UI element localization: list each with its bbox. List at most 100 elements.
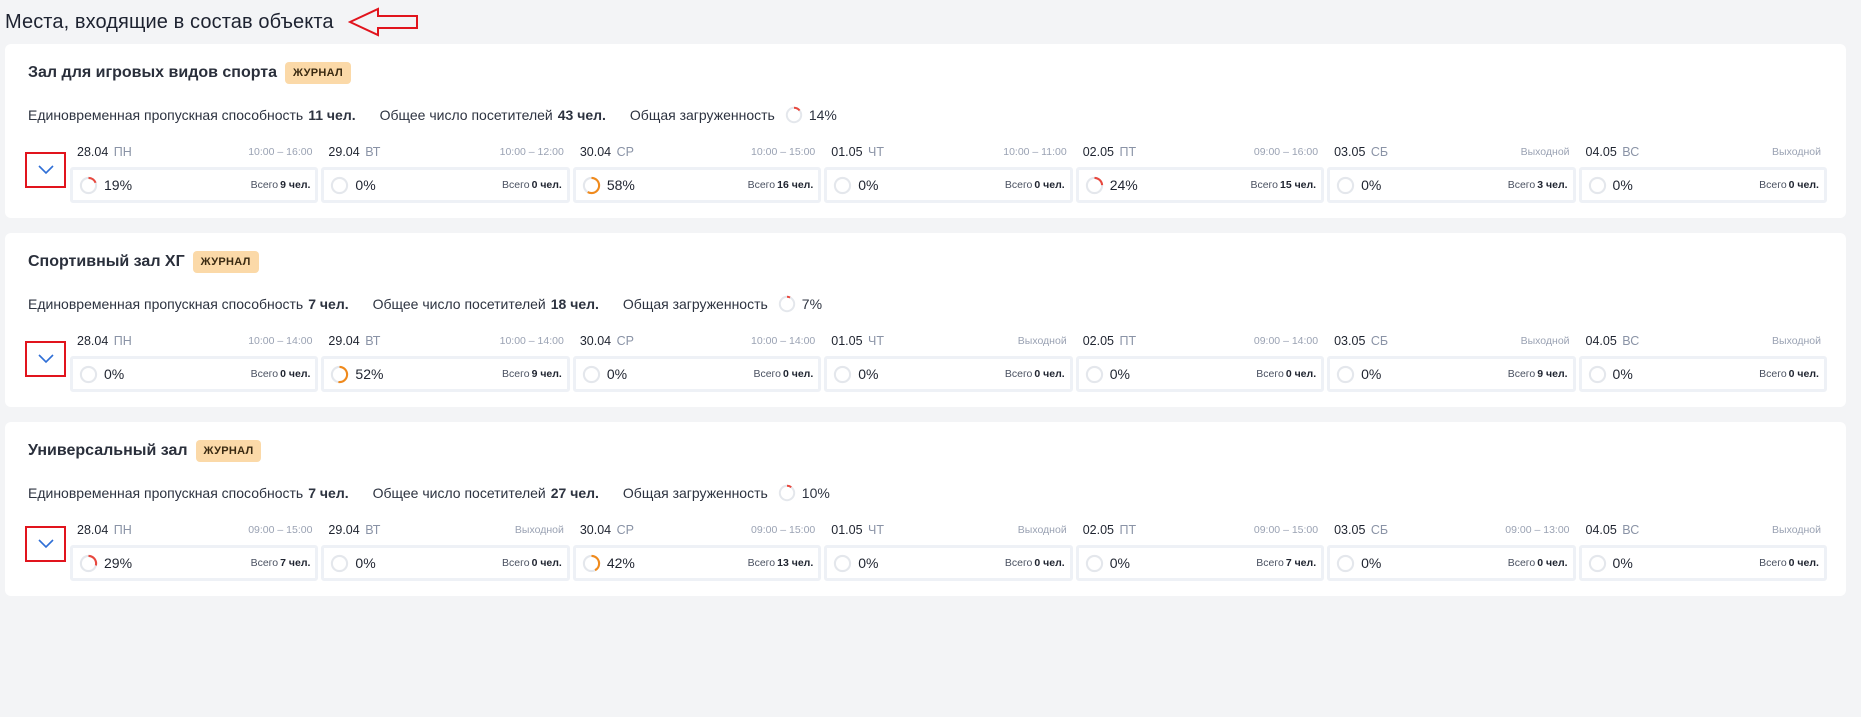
day-hours: Выходной xyxy=(1772,524,1821,536)
day-load-cell[interactable]: 0% Всего 0 чел. xyxy=(1578,167,1827,203)
day-column: 28.04 ПН 10:00 – 16:00 19% Всего 9 чел. xyxy=(70,141,319,203)
day-total-value: 0 чел. xyxy=(1788,557,1819,569)
day-hours: Выходной xyxy=(1017,335,1067,347)
day-total-value: 0 чел. xyxy=(1285,368,1317,380)
day-load-ring-icon xyxy=(1336,365,1355,383)
day-total: Всего 0 чел. xyxy=(251,368,311,380)
day-total-value: 0 чел. xyxy=(1788,179,1819,191)
day-column: 01.05 ЧТ 10:00 – 11:00 0% Всего 0 чел. xyxy=(824,141,1073,203)
journal-badge[interactable]: ЖУРНАЛ xyxy=(192,251,259,273)
facility-name: Зал для игровых видов спорта xyxy=(28,64,278,81)
day-date: 01.05 ЧТ xyxy=(831,334,884,348)
day-load: 0% xyxy=(1588,554,1633,573)
day-load-cell[interactable]: 0% Всего 0 чел. xyxy=(572,356,822,392)
chevron-down-icon xyxy=(37,165,54,175)
day-date: 01.05 ЧТ xyxy=(831,145,884,159)
day-load: 52% xyxy=(330,365,383,384)
journal-badge[interactable]: ЖУРНАЛ xyxy=(195,440,262,462)
day-load-ring-icon xyxy=(582,365,600,383)
day-load-cell[interactable]: 0% Всего 3 чел. xyxy=(1327,167,1576,203)
chevron-down-icon xyxy=(37,354,54,364)
day-column: 04.05 ВС Выходной 0% Всего 0 чел. xyxy=(1578,141,1827,203)
expand-button[interactable] xyxy=(25,152,66,188)
day-of-week: СР xyxy=(616,145,634,159)
day-load-ring-icon xyxy=(1085,554,1103,572)
day-load: 42% xyxy=(582,554,635,573)
day-total-value: 0 чел. xyxy=(1537,557,1568,569)
annotation-arrow-icon xyxy=(347,7,418,37)
day-date: 28.04 ПН xyxy=(77,145,132,159)
day-total: Всего 0 чел. xyxy=(1759,557,1819,569)
day-date-value: 01.05 xyxy=(831,523,863,537)
day-load-percent: 0% xyxy=(606,366,628,382)
day-load-cell[interactable]: 42% Всего 13 чел. xyxy=(572,545,822,581)
day-date: 03.05 СБ xyxy=(1334,523,1388,537)
day-of-week: СР xyxy=(616,334,634,348)
day-load-cell[interactable]: 0% Всего 0 чел. xyxy=(1075,356,1325,392)
day-load-percent: 29% xyxy=(104,555,133,571)
day-total-label: Всего xyxy=(1759,557,1787,569)
day-date: 29.04 ВТ xyxy=(328,145,380,159)
day-load: 0% xyxy=(833,554,879,573)
day-load-ring-icon xyxy=(79,554,98,572)
day-load-cell[interactable]: 58% Всего 16 чел. xyxy=(572,167,822,203)
day-load-cell[interactable]: 0% Всего 0 чел. xyxy=(321,545,570,581)
day-total: Всего 0 чел. xyxy=(502,557,562,569)
day-total: Всего 0 чел. xyxy=(1256,368,1316,380)
day-total-label: Всего xyxy=(502,368,530,380)
capacity-label: Единовременная пропускная способность xyxy=(28,107,304,123)
day-load-cell[interactable]: 0% Всего 0 чел. xyxy=(824,356,1073,392)
load-stat: Общая загруженность 14% xyxy=(630,106,837,124)
day-load-percent: 0% xyxy=(1109,555,1130,571)
day-total-value: 7 чел. xyxy=(280,557,311,569)
day-date-value: 01.05 xyxy=(831,145,863,159)
day-load-cell[interactable]: 24% Всего 15 чел. xyxy=(1075,167,1325,203)
day-load-cell[interactable]: 52% Всего 9 чел. xyxy=(321,356,570,392)
day-load-percent: 0% xyxy=(1361,366,1382,382)
day-date: 29.04 ВТ xyxy=(328,523,380,537)
day-column: 29.04 ВТ 10:00 – 12:00 0% Всего 0 чел. xyxy=(321,141,570,203)
visitors-value: 27 чел. xyxy=(550,485,599,501)
day-total: Всего 7 чел. xyxy=(1256,557,1316,569)
day-of-week: ПТ xyxy=(1119,334,1137,348)
day-load-cell[interactable]: 29% Всего 7 чел. xyxy=(70,545,319,581)
day-total: Всего 9 чел. xyxy=(1508,368,1568,380)
day-total-label: Всего xyxy=(502,557,530,569)
capacity-stat: Единовременная пропускная способность 11 … xyxy=(28,107,356,123)
day-load-cell[interactable]: 19% Всего 9 чел. xyxy=(70,167,319,203)
day-hours: 09:00 – 15:00 xyxy=(248,524,313,536)
expand-button[interactable] xyxy=(25,526,66,562)
day-load-cell[interactable]: 0% Всего 0 чел. xyxy=(1327,545,1576,581)
day-load-cell[interactable]: 0% Всего 0 чел. xyxy=(1578,545,1827,581)
day-date: 30.04 СР xyxy=(580,145,634,159)
day-total-label: Всего xyxy=(747,557,776,569)
day-hours: 10:00 – 16:00 xyxy=(248,146,313,158)
day-hours: 10:00 – 15:00 xyxy=(751,146,816,158)
day-load-cell[interactable]: 0% Всего 0 чел. xyxy=(321,167,570,203)
day-of-week: ПТ xyxy=(1119,145,1137,159)
day-load: 58% xyxy=(582,176,635,195)
expand-button[interactable] xyxy=(25,341,66,377)
day-date-value: 03.05 xyxy=(1334,145,1366,159)
facility-card: Универсальный зал ЖУРНАЛ Единовременная … xyxy=(5,422,1846,596)
day-column: 28.04 ПН 09:00 – 15:00 29% Всего 7 чел. xyxy=(70,519,319,581)
load-value: 10% xyxy=(801,485,830,501)
day-total-value: 0 чел. xyxy=(1788,368,1819,380)
day-of-week: ЧТ xyxy=(868,334,884,348)
day-column: 03.05 СБ Выходной 0% Всего 9 чел. xyxy=(1327,330,1576,392)
day-load-cell[interactable]: 0% Всего 0 чел. xyxy=(824,167,1073,203)
journal-badge[interactable]: ЖУРНАЛ xyxy=(285,62,351,84)
day-load-cell[interactable]: 0% Всего 7 чел. xyxy=(1075,545,1325,581)
day-date-value: 02.05 xyxy=(1082,334,1114,348)
day-load-ring-icon xyxy=(1336,554,1355,572)
day-load-cell[interactable]: 0% Всего 0 чел. xyxy=(824,545,1073,581)
day-load-cell[interactable]: 0% Всего 0 чел. xyxy=(70,356,319,392)
day-total: Всего 15 чел. xyxy=(1250,179,1316,191)
facility-stats: Единовременная пропускная способность 7 ч… xyxy=(28,482,854,504)
day-load-percent: 52% xyxy=(355,366,384,382)
day-load-cell[interactable]: 0% Всего 0 чел. xyxy=(1578,356,1827,392)
day-load-percent: 0% xyxy=(355,177,376,193)
day-load-ring-icon xyxy=(79,365,98,383)
day-load-cell[interactable]: 0% Всего 9 чел. xyxy=(1327,356,1576,392)
day-header: 29.04 ВТ 10:00 – 12:00 xyxy=(321,141,569,163)
